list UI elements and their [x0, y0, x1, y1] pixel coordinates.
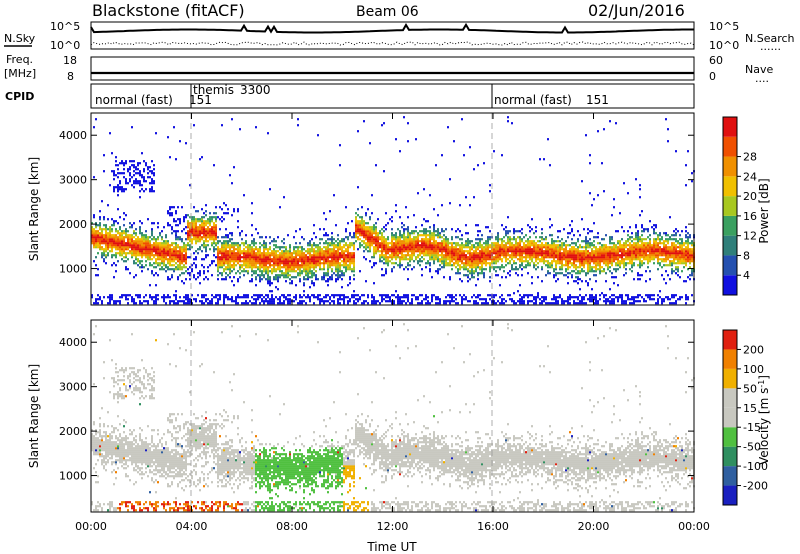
y-tick-label: 2000 — [59, 218, 87, 231]
colorbar-tick-label: -100 — [743, 460, 768, 473]
colorbar-swatch — [723, 196, 737, 216]
colorbar-swatch — [723, 215, 737, 236]
freq-tick-bottom: 8 — [67, 70, 74, 83]
power-panel: 1000 2000 3000 4000 Slant Range [km] — [27, 112, 695, 306]
colorbar-tick-label: 15 — [743, 402, 757, 415]
colorbar-swatch — [723, 446, 737, 467]
nsearch-label: N.Search — [745, 32, 795, 45]
colorbar-swatch — [723, 466, 737, 486]
cpid-seg-3-value: 151 — [586, 93, 609, 107]
x-tick-label: 12:00 — [377, 520, 409, 533]
cpid-seg-1-label: normal (fast) — [95, 93, 173, 107]
station-title: Blackstone (fitACF) — [92, 1, 245, 20]
nsearch-style: ...... — [760, 40, 781, 53]
nsky-panel: 10^5 10^0 10^5 10^0 — [50, 20, 739, 52]
colorbar-swatch — [723, 485, 737, 505]
colorbar-tick-label: -15 — [743, 421, 761, 434]
colorbar-tick-label: 200 — [743, 343, 764, 356]
colorbar-tick-label: 50 — [743, 382, 757, 395]
colorbar-swatch — [723, 330, 737, 350]
colorbar-tick-label: 12 — [743, 230, 757, 243]
power-heatmap — [91, 116, 695, 305]
y-tick-label: 3000 — [59, 381, 87, 394]
colorbar-swatch — [723, 275, 737, 295]
cpid-seg-1-value: 151 — [189, 93, 212, 107]
freq-unit: [MHz] — [4, 67, 36, 80]
x-tick-label: 04:00 — [176, 520, 208, 533]
freq-panel: 18 8 60 0 — [63, 54, 723, 83]
x-tick-label: 00:00 — [75, 520, 107, 533]
colorbar-tick-label: 16 — [743, 210, 757, 223]
y-tick-label: 3000 — [59, 174, 87, 187]
date-title: 02/Jun/2016 — [588, 1, 685, 20]
power-colorbar-label: Power [dB] — [757, 178, 771, 243]
nave-tick-top: 60 — [709, 54, 723, 67]
y-tick-label: 4000 — [59, 129, 87, 142]
velocity-colorbar: 200 100 50 15 -15 -50 -100 -200 — [722, 329, 768, 506]
nsky-trace — [90, 22, 694, 34]
colorbar-swatch — [723, 368, 737, 389]
beam-title: Beam 06 — [356, 4, 419, 20]
colorbar-tick-label: 8 — [743, 249, 750, 262]
nave-label: Nave — [745, 63, 773, 76]
nsky-label: N.Sky — [4, 32, 36, 45]
colorbar-tick-label: 100 — [743, 363, 764, 376]
colorbar-swatch — [723, 427, 737, 447]
colorbar-swatch — [723, 349, 737, 369]
nsearch-tick-bottom: 10^0 — [709, 39, 739, 52]
x-axis-label: Time UT — [366, 540, 417, 554]
nsky-tick-bottom: 10^0 — [50, 39, 80, 52]
power-colorbar: 4 8 12 16 20 24 28 — [722, 116, 757, 296]
nsearch-trace — [90, 41, 695, 46]
nave-tick-bottom: 0 — [709, 70, 716, 83]
colorbar-swatch — [723, 156, 737, 177]
y-tick-label: 1000 — [59, 263, 87, 276]
x-tick-label: 08:00 — [276, 520, 308, 533]
x-tick-label: 20:00 — [578, 520, 610, 533]
freq-label: Freq. — [6, 53, 33, 66]
velocity-heatmap — [91, 323, 695, 512]
colorbar-tick-label: -50 — [743, 441, 761, 454]
colorbar-swatch — [723, 176, 737, 197]
colorbar-swatch — [723, 407, 737, 428]
colorbar-tick-label: 4 — [743, 269, 750, 282]
nave-style: .... — [755, 72, 769, 85]
y-tick-label: 1000 — [59, 470, 87, 483]
velocity-ylabel: Slant Range [km] — [27, 364, 41, 468]
nsky-tick-top: 10^5 — [50, 20, 80, 33]
colorbar-tick-label: 20 — [743, 190, 757, 203]
x-tick-label: 00:00 — [678, 520, 710, 533]
x-tick-label: 16:00 — [477, 520, 509, 533]
colorbar-swatch — [723, 235, 737, 256]
power-ylabel: Slant Range [km] — [27, 157, 41, 261]
velocity-panel: 1000 2000 3000 4000 00:00 04:00 08:00 12:00 16:0… — [27, 319, 710, 533]
colorbar-swatch — [723, 136, 737, 157]
colorbar-swatch — [723, 117, 737, 137]
colorbar-swatch — [723, 388, 737, 408]
cpid-panel: normal (fast) 151 themis 3300 normal (fa… — [90, 83, 695, 109]
cpid-seg-2-value: 3300 — [240, 83, 271, 97]
colorbar-tick-label: 24 — [743, 170, 757, 183]
y-tick-label: 2000 — [59, 425, 87, 438]
velocity-colorbar-label: Velocity [m s-1] — [757, 375, 772, 465]
cpid-label: CPID — [5, 90, 34, 103]
cpid-seg-2-label: themis — [193, 83, 234, 97]
colorbar-tick-label: 28 — [743, 151, 757, 164]
y-tick-label: 4000 — [59, 336, 87, 349]
nsearch-tick-top: 10^5 — [709, 20, 739, 33]
colorbar-swatch — [723, 255, 737, 276]
freq-tick-top: 18 — [63, 54, 77, 67]
colorbar-tick-label: -200 — [743, 480, 768, 493]
cpid-seg-3-label: normal (fast) — [494, 93, 572, 107]
